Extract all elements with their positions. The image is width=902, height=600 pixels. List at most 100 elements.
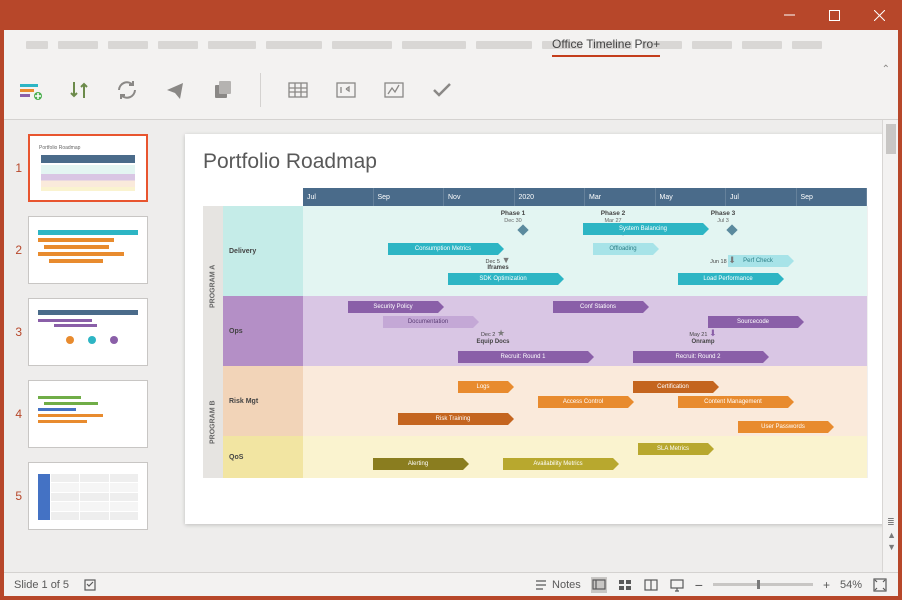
tab-placeholder[interactable] <box>332 41 392 49</box>
slide-thumbnail[interactable] <box>28 216 148 284</box>
tab-placeholder[interactable] <box>692 41 732 49</box>
slide-thumbnail[interactable] <box>28 380 148 448</box>
slide-editor: Portfolio Roadmap JulSepNov2020MarMayJul… <box>159 120 898 572</box>
sort-icon[interactable] <box>66 77 92 103</box>
tab-placeholder[interactable] <box>476 41 532 49</box>
tab-placeholder[interactable] <box>792 41 822 49</box>
share-icon[interactable] <box>162 77 188 103</box>
tab-placeholder[interactable] <box>58 41 98 49</box>
ribbon-commands: ⌃ <box>4 60 898 120</box>
swimlane-label: Delivery <box>223 206 303 296</box>
slide-thumbnail[interactable] <box>28 462 148 530</box>
time-cell: Sep <box>797 188 868 206</box>
phase-label: Phase 3Jul 3 <box>698 210 748 224</box>
swimlane-label: Ops <box>223 296 303 366</box>
thumbnail-row: 2 <box>10 216 153 284</box>
tab-placeholder[interactable] <box>266 41 322 49</box>
time-cell: Sep <box>374 188 445 206</box>
new-timeline-icon[interactable] <box>18 77 44 103</box>
task-bar: Recruit: Round 2 <box>633 351 763 363</box>
zoom-in-button[interactable]: + <box>823 578 830 592</box>
task-bar: Load Performance <box>678 273 778 285</box>
thumbnail-number: 1 <box>10 161 22 175</box>
slide-counter: Slide 1 of 5 <box>14 579 69 591</box>
time-header: JulSepNov2020MarMayJulSep <box>303 188 867 206</box>
reading-view-icon[interactable] <box>643 577 659 593</box>
swimlane: QoS <box>223 436 867 478</box>
tab-placeholder[interactable] <box>108 41 148 49</box>
copy-icon[interactable] <box>210 77 236 103</box>
vertical-scrollbar[interactable] <box>882 120 898 572</box>
tab-placeholder[interactable] <box>26 41 48 49</box>
normal-view-icon[interactable] <box>591 577 607 593</box>
sync-icon[interactable] <box>114 77 140 103</box>
zoom-level[interactable]: 54% <box>840 579 862 591</box>
tab-placeholder[interactable] <box>402 41 466 49</box>
thumbnail-number: 3 <box>10 325 22 339</box>
milestone-icon[interactable] <box>333 77 359 103</box>
titlebar <box>0 0 902 30</box>
task-bar: Alerting <box>373 458 463 470</box>
slideshow-icon[interactable] <box>669 577 685 593</box>
milestone: Dec 5 ▼Iframes <box>478 255 518 271</box>
thumbnail-row: 1 Portfolio Roadmap <box>10 134 153 202</box>
task-bar: Logs <box>458 381 508 393</box>
phase-label: Phase 2Mar 27 <box>588 210 638 224</box>
slide-nav-arrows[interactable]: ≣▲▼ <box>887 517 896 552</box>
swimlane-label: Risk Mgt <box>223 366 303 436</box>
table-icon[interactable] <box>285 77 311 103</box>
spellcheck-icon[interactable] <box>83 577 99 593</box>
thumbnail-number: 2 <box>10 243 22 257</box>
tab-placeholder[interactable] <box>158 41 198 49</box>
thumbnail-row: 5 <box>10 462 153 530</box>
time-cell: May <box>656 188 727 206</box>
thumbnail-row: 3 <box>10 298 153 366</box>
tab-placeholder[interactable] <box>208 41 256 49</box>
zoom-slider[interactable] <box>713 583 813 586</box>
task-bar: Recruit: Round 1 <box>458 351 588 363</box>
notes-button[interactable]: Notes <box>534 578 581 592</box>
time-cell: Jul <box>303 188 374 206</box>
close-button[interactable] <box>857 0 902 30</box>
roadmap-chart: JulSepNov2020MarMayJulSepPROGRAM APROGRA… <box>203 188 867 498</box>
sorter-view-icon[interactable] <box>617 577 633 593</box>
milestone: Jun 18 ⬇ <box>703 255 743 266</box>
style-icon[interactable] <box>381 77 407 103</box>
task-bar: Security Policy <box>348 301 438 313</box>
task-bar: Consumption Metrics <box>388 243 498 255</box>
fit-window-icon[interactable] <box>872 577 888 593</box>
milestone: May 21 ⬇Onramp <box>683 328 723 345</box>
swimlane-label: QoS <box>223 436 303 478</box>
slide-thumbnail[interactable]: Portfolio Roadmap <box>28 134 148 202</box>
task-bar: Availability Metrics <box>503 458 613 470</box>
task-bar: User Passwords <box>738 421 828 433</box>
minimize-button[interactable] <box>767 0 812 30</box>
thumbnail-row: 4 <box>10 380 153 448</box>
accept-icon[interactable] <box>429 77 455 103</box>
zoom-out-button[interactable]: − <box>695 577 703 593</box>
task-bar: System Balancing <box>583 223 703 235</box>
tab-placeholder[interactable] <box>742 41 782 49</box>
time-cell: Mar <box>585 188 656 206</box>
task-bar: Offloading <box>593 243 653 255</box>
task-bar: Access Control <box>538 396 628 408</box>
slide-thumbnails: 1 Portfolio Roadmap 2 3 4 5 <box>4 120 159 572</box>
swimlane-area <box>303 436 867 478</box>
thumbnail-number: 4 <box>10 407 22 421</box>
maximize-button[interactable] <box>812 0 857 30</box>
workspace: 1 Portfolio Roadmap 2 3 4 5 Portfolio Roadmap… <box>4 120 898 572</box>
tab-office-timeline[interactable]: Office Timeline Pro+ <box>552 37 660 57</box>
milestone: Dec 2 ★Equip Docs <box>473 328 513 345</box>
time-cell: 2020 <box>515 188 586 206</box>
task-bar: Certification <box>633 381 713 393</box>
time-cell: Jul <box>726 188 797 206</box>
program-label: PROGRAM A <box>203 206 223 366</box>
slide-title: Portfolio Roadmap <box>203 150 867 174</box>
time-cell: Nov <box>444 188 515 206</box>
slide-canvas[interactable]: Portfolio Roadmap JulSepNov2020MarMayJul… <box>185 134 885 524</box>
slide-thumbnail[interactable] <box>28 298 148 366</box>
task-bar: SLA Metrics <box>638 443 708 455</box>
phase-label: Phase 1Dec 30 <box>488 210 538 224</box>
task-bar: SDK Optimization <box>448 273 558 285</box>
collapse-ribbon-icon[interactable]: ⌃ <box>882 64 890 75</box>
